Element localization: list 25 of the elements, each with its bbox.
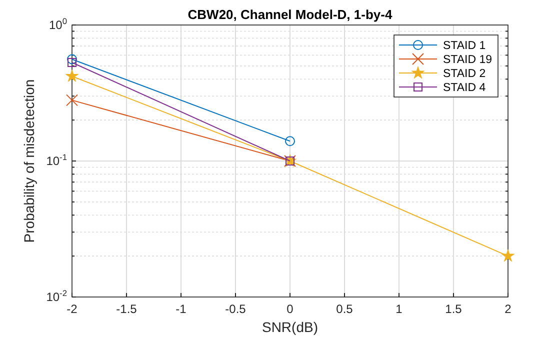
chart-title: CBW20, Channel Model-D, 1-by-4 xyxy=(188,7,393,22)
legend-label: STAID 4 xyxy=(443,82,486,94)
x-tick-label: -1.5 xyxy=(116,302,138,316)
legend-label: STAID 19 xyxy=(443,54,492,66)
legend-label: STAID 2 xyxy=(443,68,486,80)
point xyxy=(502,250,514,262)
x-tick-label: 1 xyxy=(396,302,403,316)
legend-label: STAID 1 xyxy=(443,40,486,52)
x-tick-label: 1.5 xyxy=(445,302,462,316)
point xyxy=(67,54,77,64)
point xyxy=(66,94,78,106)
point xyxy=(285,136,295,146)
x-tick-label: -2 xyxy=(66,302,78,316)
y-tick-label: 10$^{-2}$ xyxy=(46,288,68,304)
x-tick-label: 0 xyxy=(286,302,294,316)
x-tick-label: 2 xyxy=(504,302,512,316)
point xyxy=(66,70,78,82)
y-tick-label: 10$^{0}$ xyxy=(48,16,68,32)
x-tick-label: -1 xyxy=(176,302,187,316)
x-tick-label: -0.5 xyxy=(225,302,246,316)
y-tick-label: 10$^{-1}$ xyxy=(46,152,68,168)
point xyxy=(68,58,76,67)
x-axis-title: SNR(dB) xyxy=(262,319,318,335)
x-tick-label: 0.5 xyxy=(336,302,354,316)
y-axis-title: Probability of misdetection xyxy=(21,79,37,243)
